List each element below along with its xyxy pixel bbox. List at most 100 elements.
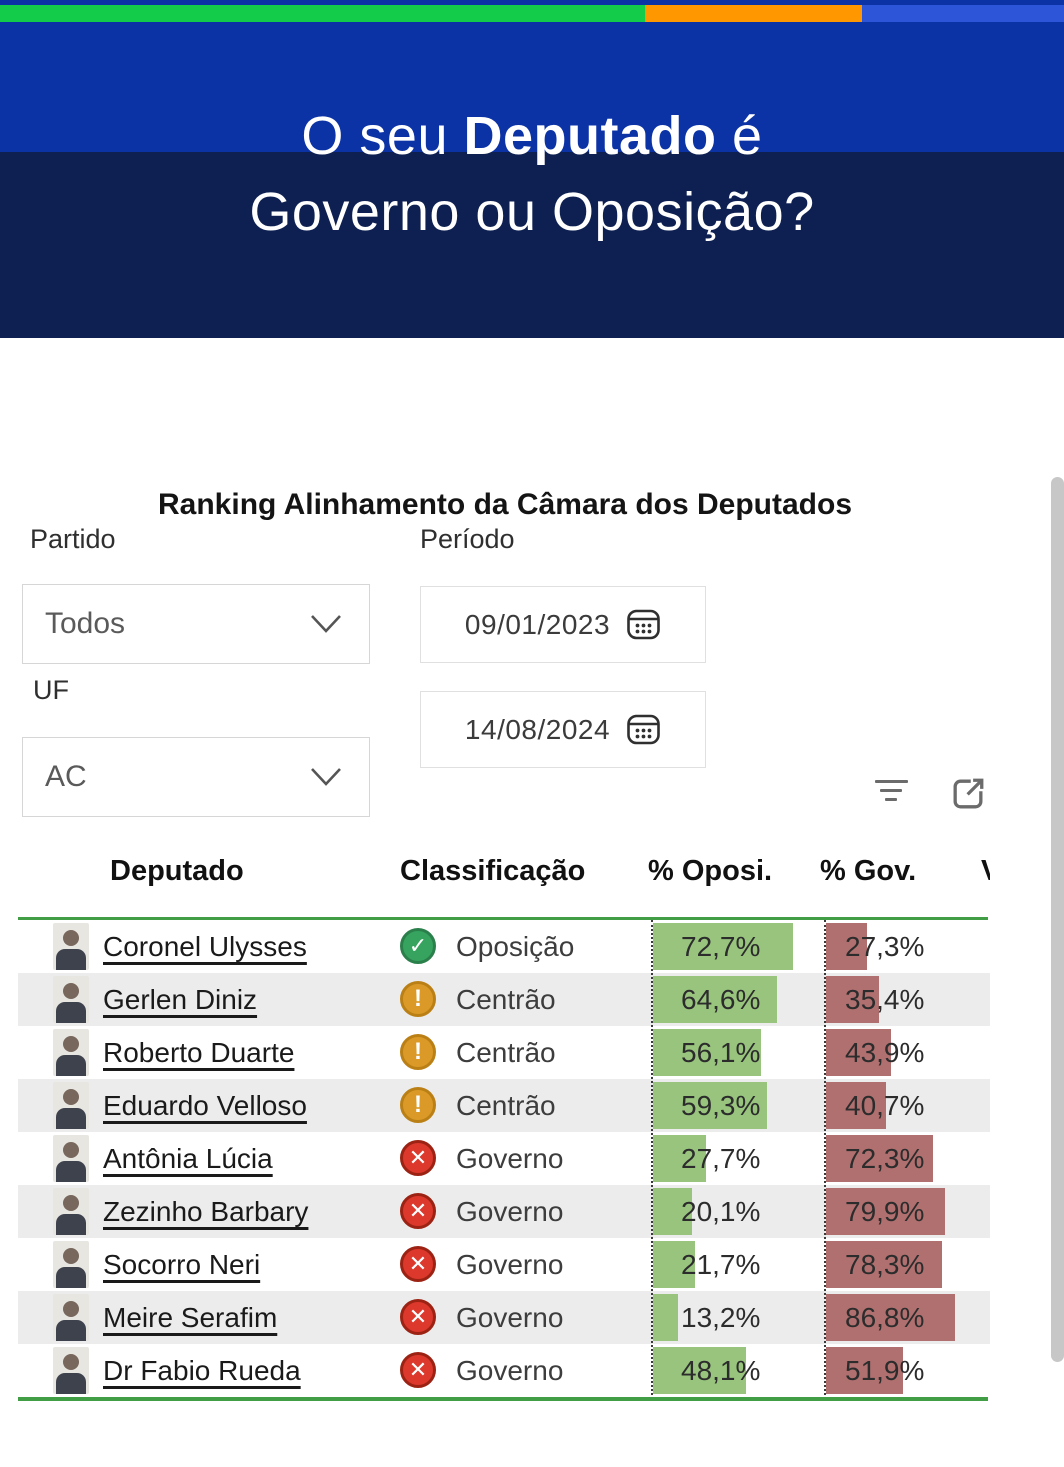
government-data-bar [826,1241,942,1288]
government-data-bar [826,1029,891,1076]
oposicao-column-dashed-line [651,920,653,1399]
opposition-data-bar [653,923,793,970]
calendar-icon [627,609,660,640]
table-row: Socorro Neri ✕ Governo 21,7% 78,3% [18,1238,990,1291]
hero-title: O seu Deputado é Governo ou Oposição? [0,98,1064,250]
col-header-classificacao[interactable]: Classificação [400,855,586,887]
deputy-name-link[interactable]: Meire Serafim [103,1301,278,1333]
table-row: Eduardo Velloso! Centrão 59,3% 40,7% [18,1079,990,1132]
col-header-governo[interactable]: % Gov. [820,855,917,887]
avatar-body [56,949,86,970]
classification-label: Oposição [456,930,575,962]
partido-label: Partido [30,524,116,554]
avatar-body [56,1161,86,1182]
deputy-name-link[interactable]: Dr Fabio Rueda [103,1354,301,1386]
government-data-bar [826,1188,945,1235]
uf-label: UF [33,675,69,705]
government-data-bar [826,1135,933,1182]
deputy-photo [53,1082,89,1129]
opposition-percent: 13,2% [681,1301,761,1333]
periodo-label: Período [420,524,515,554]
opposition-data-bar [653,1188,692,1235]
classification-label: Governo [456,1354,564,1386]
government-percent: 72,3% [845,1142,925,1174]
deputy-name-link[interactable]: Zezinho Barbary [103,1195,309,1227]
opposition-data-bar [653,976,777,1023]
government-percent: 51,9% [845,1354,925,1386]
col-header-oposicao[interactable]: % Oposi. [648,855,773,887]
table-bottom-rule [18,1397,988,1401]
table-row: Coronel Ulysses ✓ Oposição 72,7% 27,3% [18,920,990,973]
classification-label: Governo [456,1301,564,1333]
warning-circle-icon: ! [400,981,436,1017]
deputy-name-link[interactable]: Socorro Neri [103,1248,261,1280]
classification-label: Centrão [456,983,556,1015]
brand-strip [0,5,1064,22]
avatar-head [63,983,79,999]
opposition-percent: 72,7% [681,930,761,962]
avatar-body [56,1320,86,1341]
focus-mode-icon[interactable] [946,772,990,816]
avatar-head [63,1301,79,1317]
deputy-name-link[interactable]: Eduardo Velloso [103,1089,307,1121]
icon-glyph: ✕ [408,1145,428,1170]
table-row: Roberto Duarte! Centrão 56,1% 43,9% [18,1026,990,1079]
classification-label: Governo [456,1248,564,1280]
hero-title-post: é [732,106,763,166]
opposition-data-bar [653,1082,767,1129]
deputy-name-link[interactable]: Gerlen Diniz [103,983,258,1015]
hero-title-bold: Deputado [463,106,717,166]
uf-select[interactable]: AC [22,737,370,817]
classification-label: Governo [456,1195,564,1227]
avatar-body [56,1002,86,1023]
deputy-photo [53,1188,89,1235]
icon-glyph: ✕ [408,1304,428,1329]
chevron-down-icon [311,615,341,633]
opposition-percent: 64,6% [681,983,761,1015]
chevron-down-icon [311,768,341,786]
avatar-head [63,1195,79,1211]
cross-circle-icon: ✕ [400,1352,436,1388]
strip-orange-segment [645,5,862,22]
table-row: Zezinho Barbary ✕ Governo 20,1% 79,9% [18,1185,990,1238]
icon-glyph: ✓ [408,933,428,958]
avatar-head [63,1089,79,1105]
opposition-data-bar [653,1029,761,1076]
hero-title-pre: O seu [301,106,448,166]
avatar-head [63,1248,79,1264]
government-data-bar [826,1082,886,1129]
government-percent: 35,4% [845,983,925,1015]
ranking-table: Deputado Classificação % Oposi. % Gov. V… [18,845,990,1405]
avatar-body [56,1055,86,1076]
icon-glyph: ✕ [408,1251,428,1276]
government-percent: 79,9% [845,1195,925,1227]
vertical-scrollbar-thumb[interactable] [1051,477,1064,1362]
government-data-bar [826,976,879,1023]
government-percent: 40,7% [845,1089,925,1121]
deputy-photo [53,1294,89,1341]
col-header-clipped: V [981,855,990,888]
deputy-name-link[interactable]: Antônia Lúcia [103,1142,273,1174]
icon-glyph: ! [414,1091,422,1118]
filter-icon[interactable] [874,780,908,806]
opposition-percent: 27,7% [681,1142,761,1174]
classification-label: Governo [456,1142,564,1174]
table-row: Antônia Lúcia ✕ Governo 27,7% 72,3% [18,1132,990,1185]
avatar-head [63,1354,79,1370]
header-banner [0,0,1064,152]
opposition-data-bar [653,1135,706,1182]
government-percent: 43,9% [845,1036,925,1068]
deputy-name-link[interactable]: Coronel Ulysses [103,930,307,962]
partido-select[interactable]: Todos [22,584,370,664]
partido-selected-value: Todos [45,607,126,640]
date-end-input[interactable]: 14/08/2024 [420,691,706,768]
opposition-percent: 20,1% [681,1195,761,1227]
date-end-value: 14/08/2024 [464,713,611,745]
col-header-deputado[interactable]: Deputado [110,855,244,887]
strip-blue-segment [862,5,1064,22]
warning-circle-icon: ! [400,1034,436,1070]
deputy-name-link[interactable]: Roberto Duarte [103,1036,295,1068]
icon-glyph: ! [414,1038,422,1065]
date-start-input[interactable]: 09/01/2023 [420,586,706,663]
